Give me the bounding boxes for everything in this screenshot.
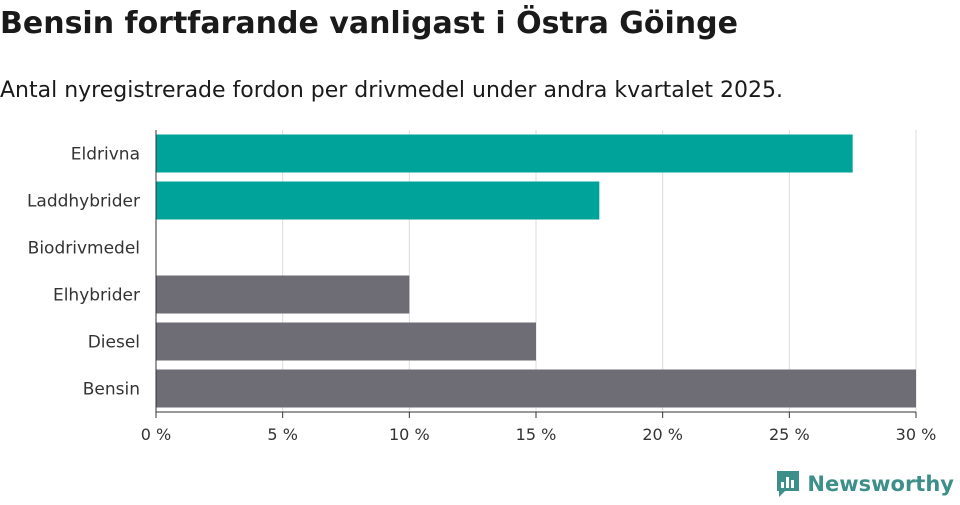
category-label: Eldrivna (71, 145, 140, 165)
brand-logo: Newsworthy (775, 469, 954, 499)
chart-subtitle: Antal nyregistrerade fordon per drivmede… (0, 78, 783, 103)
category-label: Bensin (83, 380, 140, 400)
bar (156, 134, 853, 173)
bar-chart: Eldrivna Laddhybrider Biodrivmedel Elhybrid… (27, 130, 937, 444)
x-tick-label: 20 % (642, 425, 683, 444)
x-tick-label: 30 % (896, 425, 937, 444)
brand-name: Newsworthy (807, 472, 954, 496)
x-tick-label: 0 % (141, 425, 171, 444)
chart-title: Bensin fortfarande vanligast i Östra Göi… (0, 6, 738, 41)
bar (156, 181, 600, 220)
bar (156, 322, 536, 361)
x-tick-label: 10 % (389, 425, 430, 444)
category-label: Elhybrider (53, 286, 140, 306)
newsworthy-logo-icon (777, 471, 800, 497)
bar (156, 369, 916, 408)
category-label: Biodrivmedel (28, 239, 140, 259)
category-label: Diesel (88, 333, 140, 353)
x-tick-label: 25 % (769, 425, 810, 444)
category-label: Laddhybrider (27, 192, 140, 212)
x-tick-label: 15 % (516, 425, 557, 444)
bar (156, 275, 410, 314)
x-tick-label: 5 % (267, 425, 297, 444)
